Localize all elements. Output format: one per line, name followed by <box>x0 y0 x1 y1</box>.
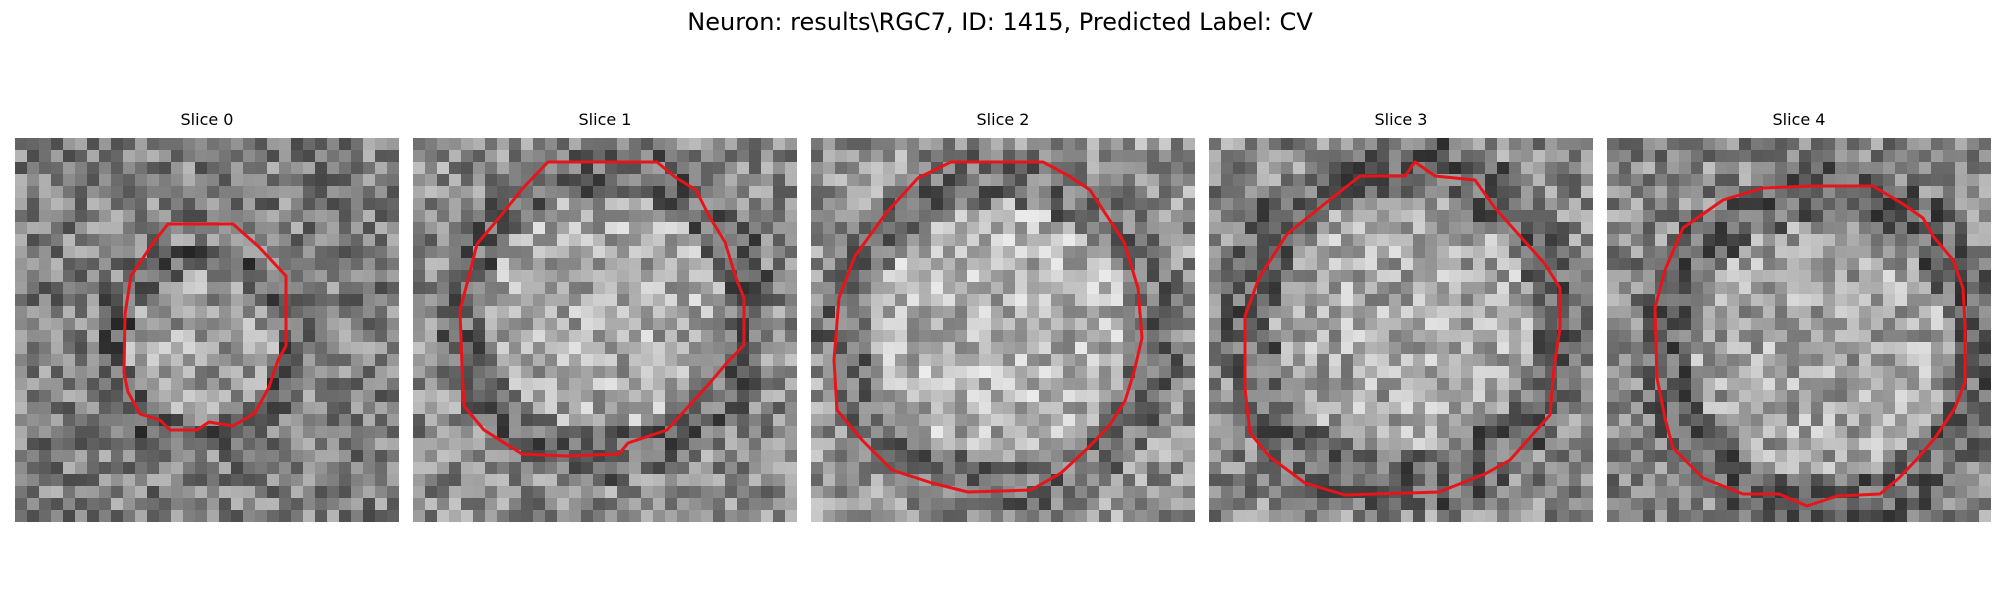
slice-label-0: Slice 0 <box>180 110 234 129</box>
contour-1 <box>458 160 746 458</box>
slice-image-4 <box>1607 138 1991 522</box>
slice-panel-2: Slice 2 <box>811 110 1195 522</box>
contour-2 <box>832 160 1144 494</box>
slice-image-2 <box>811 138 1195 522</box>
slice-label-4: Slice 4 <box>1772 110 1826 129</box>
slice-label-2: Slice 2 <box>976 110 1030 129</box>
figure-title: Neuron: results\RGC7, ID: 1415, Predicte… <box>687 8 1313 36</box>
slice-panel-3: Slice 3 <box>1209 110 1593 522</box>
slice-panel-4: Slice 4 <box>1607 110 1991 522</box>
slice-panel-0: Slice 0 <box>15 110 399 522</box>
slice-image-1 <box>413 138 797 522</box>
contour-0 <box>122 222 288 432</box>
contour-3 <box>1243 160 1562 497</box>
slice-label-3: Slice 3 <box>1374 110 1428 129</box>
slice-panel-1: Slice 1 <box>413 110 797 522</box>
contour-4 <box>1653 184 1967 508</box>
slice-image-0 <box>15 138 399 522</box>
slice-image-3 <box>1209 138 1593 522</box>
slice-label-1: Slice 1 <box>578 110 632 129</box>
